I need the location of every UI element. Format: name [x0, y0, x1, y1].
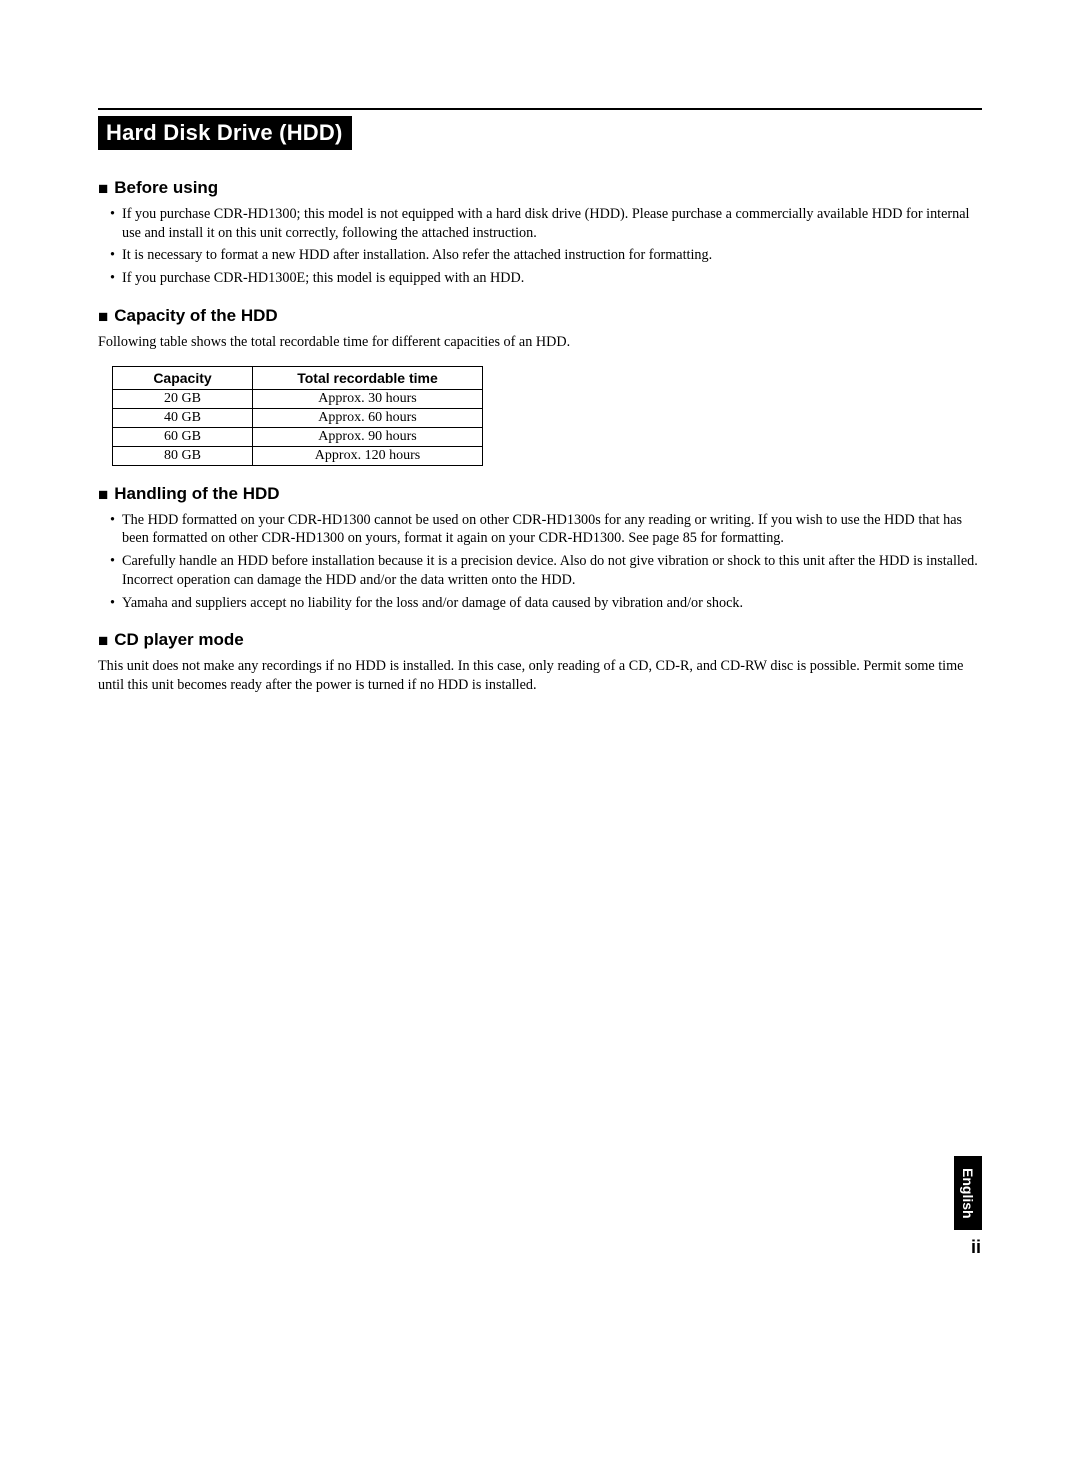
capacity-table: Capacity Total recordable time 20 GB App… — [112, 366, 483, 466]
capacity-intro: Following table shows the total recordab… — [98, 333, 982, 352]
table-cell: 20 GB — [113, 389, 253, 408]
heading-text: Capacity of the HDD — [114, 306, 277, 325]
before-using-list: If you purchase CDR-HD1300; this model i… — [112, 205, 982, 288]
square-bullet-icon: ■ — [98, 631, 108, 651]
square-bullet-icon: ■ — [98, 307, 108, 327]
list-item: It is necessary to format a new HDD afte… — [112, 246, 982, 265]
table-cell: 80 GB — [113, 446, 253, 465]
cd-player-body: This unit does not make any recordings i… — [98, 657, 982, 694]
before-using-heading: ■ Before using — [98, 178, 982, 199]
heading-text: Before using — [114, 178, 218, 197]
language-label: English — [960, 1168, 976, 1219]
table-cell: 40 GB — [113, 408, 253, 427]
table-cell: Approx. 90 hours — [253, 427, 483, 446]
list-item: If you purchase CDR-HD1300; this model i… — [112, 205, 982, 242]
page-title: Hard Disk Drive (HDD) — [98, 116, 352, 150]
list-item: The HDD formatted on your CDR-HD1300 can… — [112, 511, 982, 548]
square-bullet-icon: ■ — [98, 485, 108, 505]
table-header-row: Capacity Total recordable time — [113, 366, 483, 389]
table-cell: Approx. 60 hours — [253, 408, 483, 427]
handling-list: The HDD formatted on your CDR-HD1300 can… — [112, 511, 982, 613]
cd-player-heading: ■ CD player mode — [98, 630, 982, 651]
table-cell: Approx. 120 hours — [253, 446, 483, 465]
list-item: Carefully handle an HDD before installat… — [112, 552, 982, 589]
top-rule — [98, 108, 982, 110]
language-tab: English — [954, 1156, 982, 1230]
table-row: 80 GB Approx. 120 hours — [113, 446, 483, 465]
table-header-cell: Total recordable time — [253, 366, 483, 389]
list-item: Yamaha and suppliers accept no liability… — [112, 594, 982, 613]
table-cell: 60 GB — [113, 427, 253, 446]
table-cell: Approx. 30 hours — [253, 389, 483, 408]
list-item: If you purchase CDR-HD1300E; this model … — [112, 269, 982, 288]
handling-heading: ■ Handling of the HDD — [98, 484, 982, 505]
table-row: 40 GB Approx. 60 hours — [113, 408, 483, 427]
heading-text: Handling of the HDD — [114, 484, 279, 503]
page-number: ii — [971, 1237, 981, 1258]
capacity-heading: ■ Capacity of the HDD — [98, 306, 982, 327]
page-content: Hard Disk Drive (HDD) ■ Before using If y… — [98, 108, 982, 703]
table-header-cell: Capacity — [113, 366, 253, 389]
table-row: 20 GB Approx. 30 hours — [113, 389, 483, 408]
heading-text: CD player mode — [114, 630, 243, 649]
table-row: 60 GB Approx. 90 hours — [113, 427, 483, 446]
square-bullet-icon: ■ — [98, 179, 108, 199]
